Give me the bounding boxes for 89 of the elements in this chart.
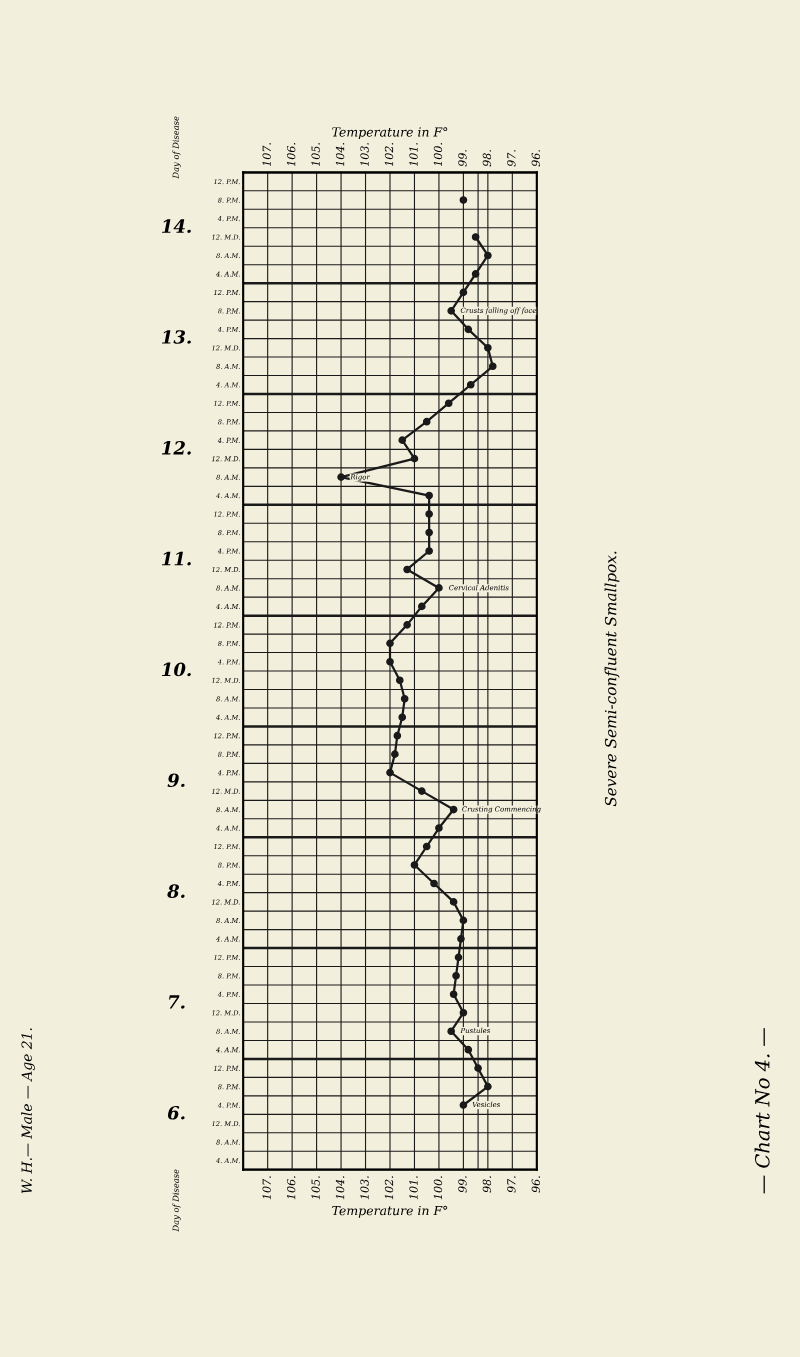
text: 12. (162, 440, 191, 455)
x2-tick-label: 106. (286, 1176, 296, 1200)
point (452, 971, 460, 980)
point (464, 1045, 473, 1054)
point (471, 233, 480, 241)
x-axis-title: Temperature in F° (332, 1205, 448, 1218)
point (484, 251, 492, 260)
point (444, 399, 453, 408)
x-tick-label: 102. (384, 143, 394, 167)
point (410, 861, 419, 869)
point (447, 1027, 455, 1036)
point (471, 270, 480, 278)
point (393, 731, 402, 740)
text: 13. (162, 330, 191, 344)
point (488, 362, 497, 371)
point (435, 824, 443, 832)
point (459, 1101, 468, 1109)
point (417, 787, 426, 795)
x-tick-label: 96. (531, 150, 541, 167)
x-tick-label: 97. (507, 150, 516, 167)
x-tick-label: 98. (482, 150, 492, 167)
point (459, 196, 468, 204)
text: 14. (162, 219, 191, 233)
text: 11. (162, 551, 191, 566)
point (464, 325, 473, 334)
point (386, 639, 394, 648)
point (386, 768, 394, 777)
point (425, 491, 433, 500)
x-tick-label: 104. (335, 143, 345, 167)
x2-tick-label: 104. (335, 1176, 345, 1200)
text: 10. (162, 662, 191, 677)
point (425, 547, 433, 555)
x-tick-label: 103. (360, 143, 369, 167)
point (337, 473, 345, 481)
point (425, 528, 433, 537)
x2-tick-label: 105. (311, 1176, 320, 1200)
x-tick-label: 105. (311, 143, 320, 167)
text: — Chart No 4. — (754, 1027, 770, 1194)
point (435, 584, 443, 592)
text: 8. (167, 884, 185, 898)
point (391, 750, 399, 758)
x2-tick-label: 101. (409, 1176, 418, 1200)
x2-axis-title: Temperature in F° (332, 127, 448, 140)
point (466, 380, 475, 389)
point (417, 602, 426, 611)
point (430, 879, 438, 888)
point (449, 990, 458, 999)
point (403, 621, 411, 629)
point (474, 1064, 482, 1072)
point (400, 694, 409, 703)
text: 6. (167, 1105, 185, 1120)
x2-tick-label: 99. (458, 1176, 467, 1193)
text: Severe Semi-confluent Smallpox. (604, 551, 620, 807)
text: 9. (167, 773, 185, 788)
text: 7. (168, 995, 185, 1009)
text: W. H.— Male — Age 21. (21, 1028, 35, 1194)
x2-tick-label: 97. (507, 1176, 516, 1193)
x2-tick-label: 102. (384, 1176, 394, 1200)
point (457, 935, 465, 943)
x-tick-label: 101. (409, 143, 418, 167)
point (422, 842, 431, 851)
x-tick-label: 99. (458, 150, 467, 167)
point (454, 953, 463, 962)
x2-tick-label: 107. (262, 1176, 271, 1200)
point (398, 436, 407, 444)
point (449, 805, 458, 814)
point (425, 510, 433, 518)
x-tick-label: 107. (262, 143, 271, 167)
point (395, 676, 404, 685)
point (386, 657, 394, 666)
point (410, 454, 419, 463)
point (484, 343, 492, 352)
point (459, 1008, 468, 1017)
x2-tick-label: 98. (482, 1176, 492, 1193)
point (449, 898, 458, 906)
text: Day of Disease (172, 116, 181, 179)
point (459, 288, 468, 297)
x2-tick-label: 103. (360, 1176, 369, 1200)
x2-tick-label: 100. (433, 1176, 443, 1200)
point (422, 417, 431, 426)
x2-tick-label: 96. (531, 1176, 541, 1193)
point (447, 307, 455, 315)
point (459, 916, 468, 925)
point (403, 565, 411, 574)
point (398, 713, 407, 722)
point (484, 1082, 492, 1091)
text: Day of Disease (172, 1169, 181, 1232)
x-tick-label: 106. (286, 143, 296, 167)
x-tick-label: 100. (433, 143, 443, 167)
